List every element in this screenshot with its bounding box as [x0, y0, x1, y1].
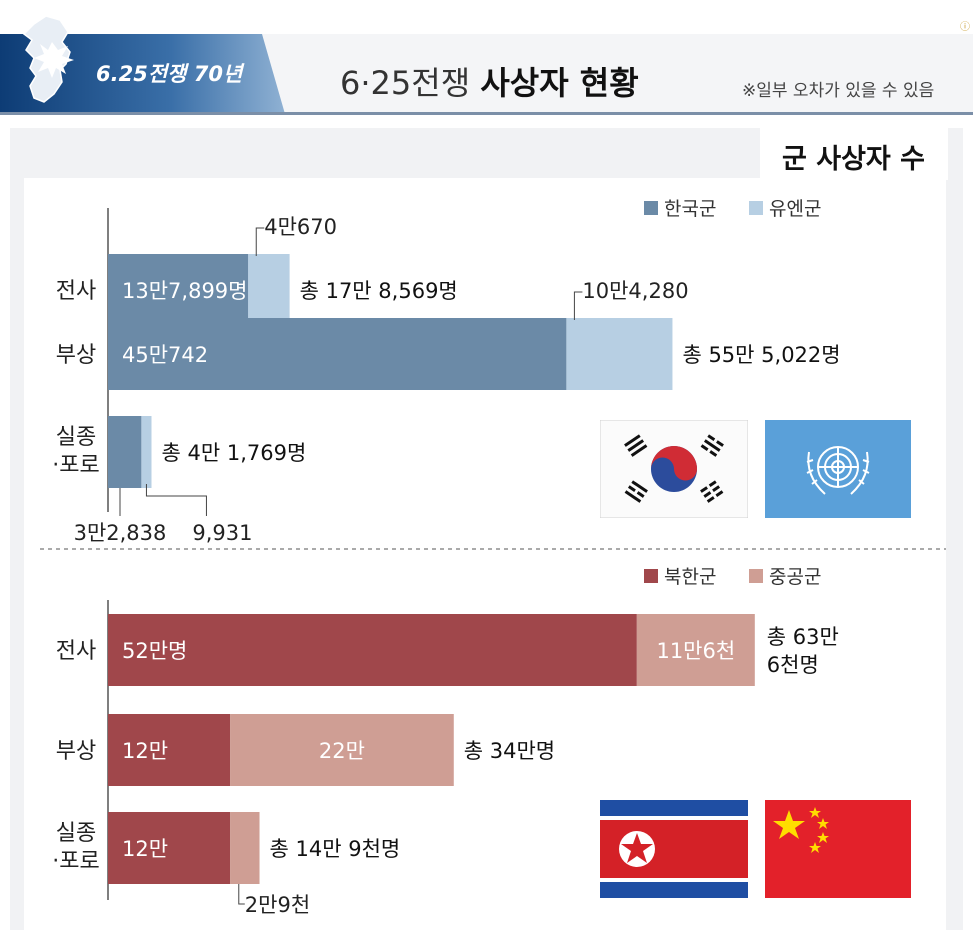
un-side-bar-secondary [248, 254, 290, 326]
communist-side-bar-primary [108, 614, 637, 686]
page-title-normal: 6·25전쟁 [340, 64, 481, 102]
communist-side-total-label: 6천명 [767, 653, 819, 677]
disclaimer-note: ※일부 오차가 있을 수 있음 [742, 81, 935, 101]
un-side-callout-line [255, 227, 265, 256]
communist-side-total-label: 총 63만 [767, 625, 839, 649]
un-side-bar-primary [108, 254, 249, 326]
un-side-legend-swatch [644, 201, 658, 215]
communist-side-legend-label: 북한군 [664, 566, 716, 588]
communist-side-data-label: 22만 [319, 739, 365, 763]
communist-side-bar-secondary [636, 614, 755, 686]
communist-side-data-label: 2만9천 [245, 893, 310, 917]
north-korea-flag [600, 800, 748, 898]
page-title-bold: 사상자 현황 [480, 64, 639, 102]
un-side-bar-primary [108, 416, 142, 488]
communist-side-category-label: 부상 [56, 739, 96, 764]
communist-side-bar-primary [108, 812, 231, 884]
un-side-data-label: 10만4,280 [582, 279, 688, 303]
communist-side-data-label: 12만 [122, 739, 168, 763]
un-side-data-label: 13만7,899명 [122, 279, 247, 303]
un-side-category-label: 전사 [56, 279, 96, 304]
un-flag [765, 420, 911, 518]
un-side-total-label: 총 55만 5,022명 [682, 343, 840, 367]
un-side-category-label: 부상 [56, 343, 96, 368]
un-side-legend-label: 유엔군 [769, 198, 821, 220]
communist-side-total-label: 총 14만 9천명 [270, 837, 401, 861]
communist-side-category-label: 전사 [56, 639, 96, 664]
page-title: 6·25전쟁 사상자 현황 [340, 58, 639, 104]
un-side-legend-swatch [749, 201, 763, 215]
un-side-callout-line [573, 291, 583, 320]
info-mark: ⓘ [960, 22, 970, 33]
section-title: 군 사상자 수 [782, 144, 925, 175]
communist-side-category-label: 실종 ·포로 [52, 821, 99, 874]
un-side-data-label: 45만742 [122, 343, 208, 367]
banner-label: 6.25전쟁 70년 [96, 62, 243, 86]
un-side-data-label: 4만670 [264, 215, 337, 239]
communist-side-data-label: 52만명 [122, 639, 187, 663]
un-side-total-label: 총 17만 8,569명 [300, 279, 458, 303]
communist-side-bar-secondary [230, 714, 454, 786]
un-side-callout-line [145, 484, 207, 516]
china-flag [765, 800, 911, 898]
communist-side-legend-swatch [644, 569, 658, 583]
un-side-legend-label: 한국군 [664, 198, 716, 220]
header-divider [0, 112, 973, 115]
communist-side-bar-primary [108, 714, 231, 786]
communist-side-legend-swatch [749, 569, 763, 583]
un-side-total-label: 총 4만 1,769명 [161, 441, 306, 465]
communist-side-callout-line [238, 884, 245, 905]
communist-side-data-label: 11만6천 [656, 639, 735, 663]
korea-peninsula-map-icon [22, 15, 74, 103]
un-side-bar-secondary [566, 318, 673, 390]
un-side-bar-secondary [141, 416, 152, 488]
un-side-data-label: 9,931 [192, 521, 252, 545]
communist-side-data-label: 12만 [122, 837, 168, 861]
south-korea-flag [600, 420, 748, 518]
section-tab [760, 128, 948, 180]
communist-side-total-label: 총 34만명 [464, 739, 555, 763]
communist-side-legend-label: 중공군 [769, 566, 821, 588]
communist-side-bar-secondary [230, 812, 260, 884]
un-side-category-label: 실종 ·포로 [52, 425, 99, 478]
un-side-bar-primary [108, 318, 567, 390]
un-side-data-label: 3만2,838 [74, 521, 167, 545]
